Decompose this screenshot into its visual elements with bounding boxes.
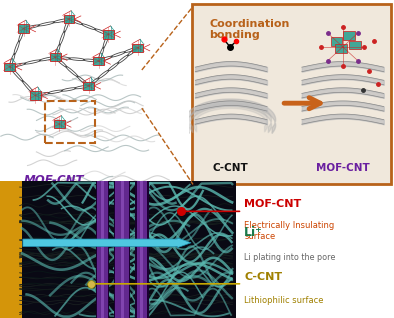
Text: Coordination
bonding: Coordination bonding [210, 19, 290, 40]
Polygon shape [349, 41, 361, 49]
Text: Li plating into the pore: Li plating into the pore [244, 253, 336, 262]
Bar [115, 181, 129, 318]
Polygon shape [63, 15, 74, 23]
Polygon shape [18, 24, 29, 33]
Text: Electrically Insulating
surface: Electrically Insulating surface [244, 221, 335, 241]
Polygon shape [4, 63, 15, 71]
Text: Lithiophilic surface: Lithiophilic surface [244, 296, 324, 305]
Bar [96, 181, 110, 318]
Bar [137, 181, 147, 318]
FancyArrow shape [23, 238, 191, 248]
Polygon shape [93, 57, 104, 65]
Polygon shape [50, 53, 61, 61]
Bar [101, 181, 104, 318]
Polygon shape [335, 45, 347, 53]
FancyBboxPatch shape [192, 4, 391, 184]
Polygon shape [83, 82, 94, 90]
Text: MOF-CNT: MOF-CNT [24, 174, 84, 187]
Bar [140, 181, 143, 318]
Text: C-CNT: C-CNT [212, 162, 248, 173]
Polygon shape [132, 44, 143, 52]
Polygon shape [54, 120, 65, 128]
Bar [0, 181, 22, 318]
Bar [0, 181, 236, 318]
Polygon shape [331, 37, 342, 46]
Polygon shape [343, 31, 355, 40]
Polygon shape [30, 91, 41, 100]
Text: Li⁺: Li⁺ [244, 226, 263, 239]
Bar [114, 181, 130, 318]
Text: MOF-CNT: MOF-CNT [244, 199, 301, 209]
Bar [135, 181, 149, 318]
Text: MOF-CNT: MOF-CNT [316, 162, 370, 173]
Text: C-CNT: C-CNT [244, 273, 282, 282]
Bar [97, 181, 108, 318]
Bar [121, 181, 124, 318]
Polygon shape [103, 30, 114, 38]
